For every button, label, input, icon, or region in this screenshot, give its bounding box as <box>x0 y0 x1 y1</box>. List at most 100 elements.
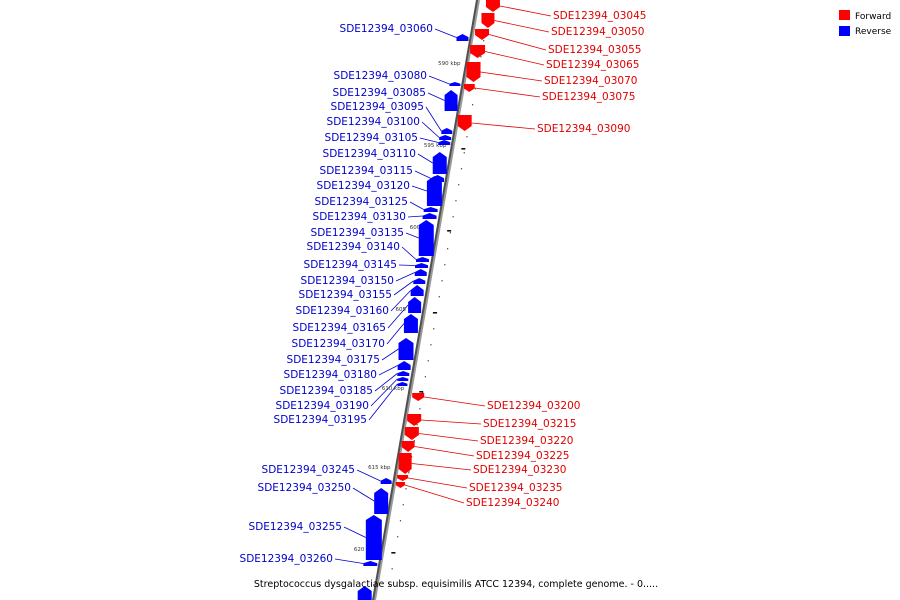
axis-minor-tick <box>452 216 454 218</box>
axis-minor-tick <box>430 344 432 346</box>
gene-label: SDE12394_03190 <box>276 400 369 412</box>
axis-minor-tick <box>427 360 429 362</box>
axis-minor-tick <box>408 472 410 474</box>
gene-label: SDE12394_03080 <box>334 70 427 82</box>
legend-swatch-reverse <box>839 26 850 36</box>
reverse-gene-arrow <box>444 90 458 111</box>
gene-label: SDE12394_03120 <box>317 180 410 192</box>
axis-minor-tick <box>480 56 482 58</box>
axis-major-tick <box>461 148 466 150</box>
reverse-gene-arrow <box>374 488 389 514</box>
axis-minor-tick <box>463 152 465 154</box>
legend-swatch-forward <box>839 10 850 20</box>
figure-caption: Streptococcus dysgalactiae subsp. equisi… <box>254 579 658 590</box>
leader-line <box>401 246 417 260</box>
reverse-gene-arrow <box>439 135 452 140</box>
gene-label: SDE12394_03165 <box>293 322 386 334</box>
gene-label: SDE12394_03260 <box>240 553 333 565</box>
reverse-gene-arrow <box>432 152 447 174</box>
gene-label: SDE12394_03090 <box>537 123 630 135</box>
leader-line <box>427 92 445 101</box>
forward-gene-arrow <box>398 453 412 474</box>
gene-label: SDE12394_03050 <box>551 26 644 38</box>
reverse-gene-arrow <box>416 257 430 262</box>
leader-line <box>381 348 399 361</box>
gene-label: SDE12394_03130 <box>313 211 406 223</box>
axis-major-tick <box>447 230 452 232</box>
leader-line <box>407 215 423 218</box>
leader-line <box>419 137 439 143</box>
axis-minor-tick <box>416 424 418 426</box>
gene-label: SDE12394_03155 <box>299 289 392 301</box>
forward-gene-arrow <box>457 115 472 131</box>
axis-major-tick <box>391 552 396 554</box>
reverse-gene-arrow <box>449 82 461 86</box>
leader-line <box>408 477 468 489</box>
axis-minor-tick <box>447 248 449 250</box>
axis-tick-label: 605 kbp <box>395 307 418 313</box>
gene-label: SDE12394_03075 <box>542 91 635 103</box>
axis-shadow <box>373 0 480 600</box>
leader-line <box>471 122 536 130</box>
axis-minor-tick <box>474 88 476 90</box>
gene-label: SDE12394_03125 <box>315 196 408 208</box>
leader-lines <box>334 5 552 564</box>
axis-tick-label: 610 kbp <box>382 386 405 392</box>
gene-label: SDE12394_03230 <box>473 464 566 476</box>
leader-line <box>370 378 398 407</box>
gene-label: SDE12394_03235 <box>469 482 562 494</box>
legend: Forward Reverse <box>839 10 892 37</box>
axis-minor-tick <box>441 280 443 282</box>
reverse-gene-arrow <box>423 207 438 212</box>
gene-label: SDE12394_03160 <box>296 305 389 317</box>
axis-major-tick <box>419 391 424 393</box>
leader-line <box>390 290 411 312</box>
leader-line <box>428 75 450 85</box>
gene-label: SDE12394_03220 <box>480 435 573 447</box>
leader-line <box>393 280 414 296</box>
gene-label: SDE12394_03045 <box>553 10 646 22</box>
gene-label: SDE12394_03255 <box>249 521 342 533</box>
reverse-gene-arrow <box>397 371 410 376</box>
gene-label: SDE12394_03135 <box>311 227 404 239</box>
gene-label: SDE12394_03250 <box>258 482 351 494</box>
legend-label-forward: Forward <box>855 12 891 22</box>
leader-line <box>425 106 442 132</box>
axis-minor-tick <box>455 200 457 202</box>
gene-label: SDE12394_03145 <box>304 259 397 271</box>
axis-minor-tick <box>391 568 393 570</box>
forward-gene-arrow <box>404 427 419 440</box>
axis-minor-tick <box>438 296 440 298</box>
axis-minor-tick <box>460 168 463 170</box>
gene-label: SDE12394_03115 <box>320 165 413 177</box>
leader-line <box>494 20 550 33</box>
axis-line <box>372 0 478 600</box>
gene-label: SDE12394_03170 <box>292 338 385 350</box>
gene-label: SDE12394_03245 <box>262 464 355 476</box>
forward-gene-arrow <box>463 84 475 92</box>
forward-gene-arrow <box>395 482 405 488</box>
axis-minor-tick <box>458 184 460 186</box>
forward-gene-arrow <box>412 393 425 401</box>
leader-line <box>488 34 547 51</box>
gene-label: SDE12394_03110 <box>323 148 416 160</box>
leader-line <box>343 526 367 538</box>
gene-label: SDE12394_03100 <box>327 116 420 128</box>
forward-gene-arrow <box>470 45 486 58</box>
reverse-gene-arrow <box>397 361 411 370</box>
leader-line <box>405 232 419 239</box>
axis-tick-label: 620 kbp <box>354 547 377 553</box>
leader-line <box>404 484 465 504</box>
reverse-gene-arrow <box>441 128 453 134</box>
leader-line <box>434 28 457 38</box>
axis-minor-tick <box>388 584 390 586</box>
gene-label: SDE12394_03060 <box>340 23 433 35</box>
leader-line <box>395 272 415 282</box>
leader-line <box>378 365 398 376</box>
leader-line <box>398 264 415 266</box>
axis-minor-tick <box>399 520 402 522</box>
leader-line <box>411 185 428 192</box>
leader-line <box>417 153 433 164</box>
forward-gene-arrow <box>481 13 495 28</box>
